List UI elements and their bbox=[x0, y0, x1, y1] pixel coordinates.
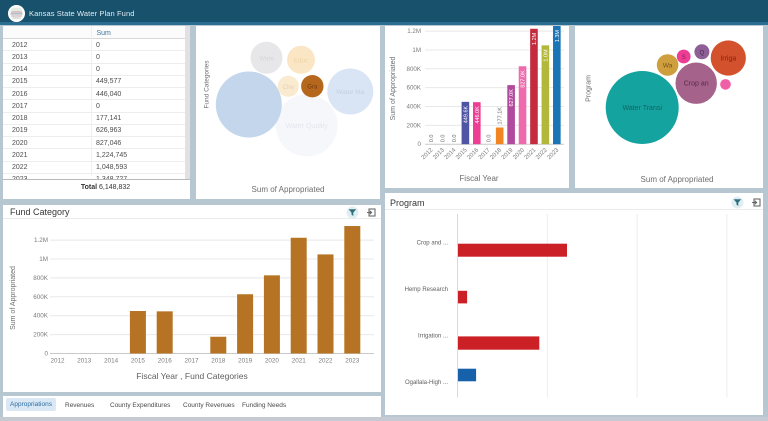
svg-text:2018: 2018 bbox=[489, 147, 503, 161]
svg-text:2014: 2014 bbox=[104, 358, 119, 365]
svg-text:2023: 2023 bbox=[345, 358, 360, 365]
svg-text:2012: 2012 bbox=[421, 147, 435, 161]
svg-text:2020: 2020 bbox=[265, 358, 280, 365]
svg-text:0.0: 0.0 bbox=[486, 135, 492, 143]
svg-text:Sum of Appropriated: Sum of Appropriated bbox=[390, 56, 397, 120]
svg-text:Gra: Gra bbox=[307, 85, 318, 91]
svg-text:Che: Che bbox=[283, 85, 295, 91]
svg-text:2018: 2018 bbox=[211, 358, 226, 365]
svg-text:Q: Q bbox=[700, 50, 705, 56]
svg-text:1.0M: 1.0M bbox=[543, 49, 549, 62]
svg-text:0.0: 0.0 bbox=[452, 135, 458, 143]
svg-text:1.2M: 1.2M bbox=[34, 237, 48, 244]
svg-text:2015: 2015 bbox=[131, 358, 146, 365]
svg-text:400K: 400K bbox=[33, 313, 49, 320]
svg-text:Irrigation ...: Irrigation ... bbox=[418, 334, 448, 340]
svg-text:2020: 2020 bbox=[512, 147, 526, 161]
svg-text:0: 0 bbox=[418, 141, 422, 148]
svg-text:2014: 2014 bbox=[444, 147, 458, 161]
svg-text:2022: 2022 bbox=[318, 358, 333, 365]
svg-text:2013: 2013 bbox=[77, 358, 92, 365]
svg-text:2016: 2016 bbox=[158, 358, 173, 365]
svg-text:800K: 800K bbox=[407, 66, 422, 73]
svg-text:Fiscal Year , Fund Categories: Fiscal Year , Fund Categories bbox=[136, 371, 248, 381]
svg-text:2019: 2019 bbox=[238, 358, 253, 365]
svg-text:Fiscal Year: Fiscal Year bbox=[459, 174, 498, 183]
svg-text:2017: 2017 bbox=[184, 358, 199, 365]
svg-text:1.2M: 1.2M bbox=[407, 28, 421, 35]
svg-text:Sum of Appropriated: Sum of Appropriated bbox=[10, 266, 17, 330]
svg-text:627.0K: 627.0K bbox=[509, 89, 515, 107]
svg-text:2021: 2021 bbox=[524, 147, 538, 161]
svg-text:446.0K: 446.0K bbox=[475, 106, 481, 124]
svg-text:1M: 1M bbox=[412, 47, 421, 54]
svg-text:1.2M: 1.2M bbox=[532, 32, 538, 45]
svg-text:2019: 2019 bbox=[501, 147, 515, 161]
svg-text:Educ: Educ bbox=[294, 57, 310, 64]
svg-text:2016: 2016 bbox=[467, 147, 481, 161]
svg-text:2022: 2022 bbox=[535, 147, 549, 161]
svg-text:Irriga: Irriga bbox=[720, 56, 736, 63]
svg-text:2021: 2021 bbox=[292, 358, 307, 365]
svg-text:400K: 400K bbox=[407, 104, 422, 111]
svg-text:2015: 2015 bbox=[455, 147, 469, 161]
svg-text:Ogallala-High ...: Ogallala-High ... bbox=[405, 380, 448, 386]
svg-text:800K: 800K bbox=[33, 275, 49, 282]
svg-text:Water Quality: Water Quality bbox=[286, 123, 329, 130]
svg-text:0.0: 0.0 bbox=[429, 135, 435, 143]
svg-text:0.0: 0.0 bbox=[441, 135, 447, 143]
svg-text:200K: 200K bbox=[407, 122, 422, 129]
svg-text:0: 0 bbox=[44, 351, 48, 358]
svg-text:600K: 600K bbox=[33, 294, 49, 301]
svg-text:Crop and ...: Crop and ... bbox=[417, 240, 449, 246]
svg-text:2012: 2012 bbox=[50, 358, 65, 365]
svg-text:200K: 200K bbox=[33, 332, 49, 339]
svg-text:Wa: Wa bbox=[663, 63, 673, 70]
svg-text:1.3M: 1.3M bbox=[555, 30, 561, 43]
svg-text:Water Transi: Water Transi bbox=[622, 105, 662, 112]
svg-text:2023: 2023 bbox=[547, 147, 561, 161]
svg-text:449.6K: 449.6K bbox=[463, 106, 469, 124]
svg-text:Hemp Research: Hemp Research bbox=[405, 287, 448, 293]
svg-text:S: S bbox=[682, 55, 686, 61]
svg-text:Crop an: Crop an bbox=[684, 81, 709, 88]
svg-text:827.0K: 827.0K bbox=[521, 70, 527, 88]
svg-text:600K: 600K bbox=[407, 85, 422, 92]
svg-text:1M: 1M bbox=[39, 256, 48, 263]
svg-text:2013: 2013 bbox=[432, 147, 446, 161]
svg-text:Water Ma: Water Ma bbox=[336, 89, 364, 96]
svg-text:Wate: Wate bbox=[259, 55, 274, 62]
svg-text:177.1K: 177.1K bbox=[498, 107, 504, 125]
svg-text:2017: 2017 bbox=[478, 147, 492, 161]
